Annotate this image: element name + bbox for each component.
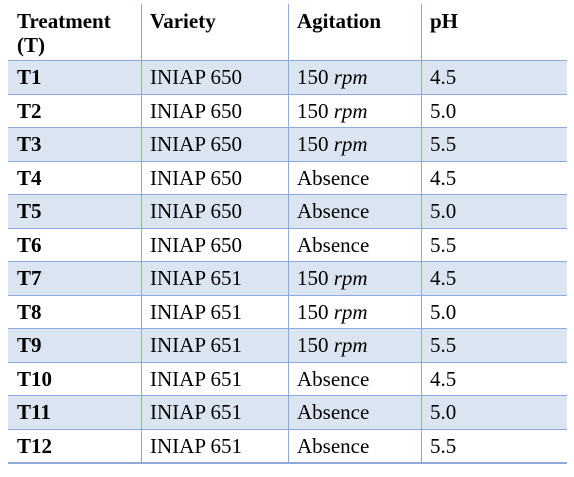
cell-variety: INIAP 651	[141, 328, 289, 363]
cell-agitation: Absence	[288, 361, 422, 396]
cell-ph: 4.5	[421, 361, 567, 396]
table-row: T10 INIAP 651 Absence 4.5	[8, 361, 567, 396]
header-variety: Variety	[141, 4, 289, 61]
cell-ph: 5.0	[421, 194, 567, 229]
header-row: Treatment (T) Variety Agitation pH	[8, 4, 567, 61]
cell-agitation: Absence	[288, 194, 422, 229]
agitation-text: Absence	[297, 165, 370, 190]
table-row: T2 INIAP 650 150 rpm 5.0	[8, 93, 567, 128]
cell-ph: 5.0	[421, 395, 567, 430]
cell-agitation: Absence	[288, 428, 422, 464]
cell-variety: INIAP 651	[141, 261, 289, 296]
cell-agitation: 150 rpm	[288, 127, 422, 162]
agitation-text: Absence	[297, 199, 370, 224]
table-row: T12 INIAP 651 Absence 5.5	[8, 428, 567, 464]
cell-treatment: T12	[8, 428, 142, 464]
header-treatment: Treatment (T)	[8, 4, 142, 61]
header-agitation: Agitation	[288, 4, 422, 61]
cell-treatment: T11	[8, 395, 142, 430]
cell-variety: INIAP 650	[141, 194, 289, 229]
agitation-value: 150	[297, 266, 329, 291]
cell-agitation: 150 rpm	[288, 261, 422, 296]
cell-ph: 5.5	[421, 127, 567, 162]
agitation-text: Absence	[297, 433, 370, 458]
cell-ph: 4.5	[421, 160, 567, 195]
agitation-unit: rpm	[333, 299, 368, 324]
agitation-unit: rpm	[333, 333, 368, 358]
cell-agitation: 150 rpm	[288, 60, 422, 95]
cell-variety: INIAP 651	[141, 361, 289, 396]
cell-treatment: T9	[8, 328, 142, 363]
cell-treatment: T10	[8, 361, 142, 396]
agitation-text: Absence	[297, 366, 370, 391]
cell-ph: 5.0	[421, 93, 567, 128]
cell-agitation: 150 rpm	[288, 93, 422, 128]
cell-agitation: Absence	[288, 395, 422, 430]
header-ph: pH	[421, 4, 567, 61]
agitation-value: 150	[297, 132, 329, 157]
cell-variety: INIAP 650	[141, 127, 289, 162]
cell-agitation: Absence	[288, 227, 422, 262]
agitation-unit: rpm	[333, 132, 368, 157]
table-row: T11 INIAP 651 Absence 5.0	[8, 395, 567, 430]
cell-agitation: 150 rpm	[288, 328, 422, 363]
table-row: T4 INIAP 650 Absence 4.5	[8, 160, 567, 195]
cell-treatment: T5	[8, 194, 142, 229]
cell-variety: INIAP 651	[141, 395, 289, 430]
cell-variety: INIAP 651	[141, 428, 289, 464]
cell-agitation: Absence	[288, 160, 422, 195]
cell-ph: 4.5	[421, 261, 567, 296]
cell-ph: 5.5	[421, 428, 567, 464]
treatments-table: Treatment (T) Variety Agitation pH T1 INI…	[8, 4, 567, 464]
cell-ph: 4.5	[421, 60, 567, 95]
cell-variety: INIAP 650	[141, 60, 289, 95]
cell-variety: INIAP 650	[141, 93, 289, 128]
cell-treatment: T2	[8, 93, 142, 128]
cell-treatment: T4	[8, 160, 142, 195]
cell-agitation: 150 rpm	[288, 294, 422, 329]
cell-treatment: T6	[8, 227, 142, 262]
agitation-value: 150	[297, 65, 329, 90]
cell-treatment: T8	[8, 294, 142, 329]
agitation-value: 150	[297, 299, 329, 324]
table-row: T6 INIAP 650 Absence 5.5	[8, 227, 567, 262]
table-row: T8 INIAP 651 150 rpm 5.0	[8, 294, 567, 329]
table-row: T9 INIAP 651 150 rpm 5.5	[8, 328, 567, 363]
cell-ph: 5.5	[421, 227, 567, 262]
table-row: T3 INIAP 650 150 rpm 5.5	[8, 127, 567, 162]
agitation-unit: rpm	[333, 266, 368, 291]
agitation-text: Absence	[297, 232, 370, 257]
cell-ph: 5.0	[421, 294, 567, 329]
cell-variety: INIAP 650	[141, 160, 289, 195]
agitation-value: 150	[297, 333, 329, 358]
agitation-unit: rpm	[333, 65, 368, 90]
treatments-table-container: Treatment (T) Variety Agitation pH T1 INI…	[8, 4, 567, 464]
cell-ph: 5.5	[421, 328, 567, 363]
cell-variety: INIAP 650	[141, 227, 289, 262]
table-row: T5 INIAP 650 Absence 5.0	[8, 194, 567, 229]
cell-variety: INIAP 651	[141, 294, 289, 329]
cell-treatment: T7	[8, 261, 142, 296]
table-header: Treatment (T) Variety Agitation pH	[8, 4, 567, 61]
cell-treatment: T1	[8, 60, 142, 95]
table-row: T7 INIAP 651 150 rpm 4.5	[8, 261, 567, 296]
table-body: T1 INIAP 650 150 rpm 4.5 T2 INIAP 650 150 rpm 5…	[8, 60, 567, 464]
agitation-text: Absence	[297, 400, 370, 425]
table-row: T1 INIAP 650 150 rpm 4.5	[8, 60, 567, 95]
agitation-unit: rpm	[333, 98, 368, 123]
agitation-value: 150	[297, 98, 329, 123]
cell-treatment: T3	[8, 127, 142, 162]
